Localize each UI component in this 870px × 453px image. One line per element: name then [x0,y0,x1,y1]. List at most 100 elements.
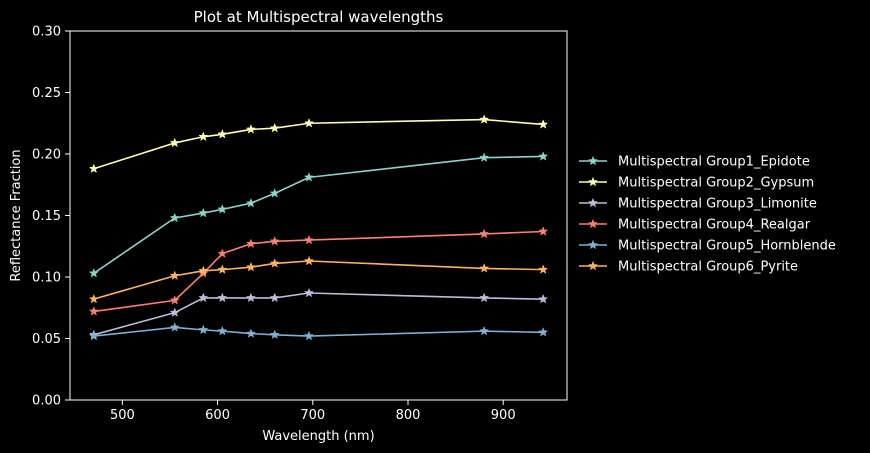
data-point [303,255,315,266]
legend-item: Multispectral Group5_Hornblende [579,239,836,254]
data-point [538,119,549,129]
data-point [269,236,280,246]
data-point [479,292,490,303]
y-tick-label: 0.15 [32,209,61,224]
data-point [217,248,228,258]
y-tick-label: 0.25 [32,86,61,101]
x-axis: 500 600 700 800 900 [110,400,516,423]
data-point [88,330,99,341]
data-point [303,172,315,182]
data-point [479,263,490,273]
data-point [169,270,180,281]
x-tick-label: 800 [396,408,421,423]
data-point [269,188,280,198]
data-point [198,207,209,218]
data-point [217,204,228,214]
series-6 [88,255,549,304]
plot-frame [69,30,568,401]
data-point [538,151,549,161]
series-2 [88,114,549,174]
data-point [538,293,549,304]
y-tick-label: 0.00 [32,394,61,409]
legend-marker [587,218,599,229]
data-point [169,322,180,332]
legend-item: Multispectral Group1_Epidote [579,155,810,170]
data-point [217,292,228,303]
legend-item: Multispectral Group4_Realgar [579,218,811,233]
legend: Multispectral Group1_Epidote Multispectra… [579,155,836,275]
data-point [269,292,280,303]
series-line [93,155,544,274]
data-point [269,329,280,340]
data-point [217,264,228,274]
data-point [245,124,256,134]
legend-label: Multispectral Group2_Gypsum [618,176,814,191]
data-point [538,264,549,274]
x-tick-label: 900 [491,408,516,423]
x-tick-label: 600 [205,408,230,423]
legend-label: Multispectral Group3_Limonite [618,197,817,212]
y-axis-label: Reflectance Fraction [9,149,24,281]
data-point [245,238,256,249]
data-point [88,163,99,174]
series-group [88,114,549,341]
data-point [88,293,99,304]
data-point [217,129,228,139]
data-point [269,122,280,133]
data-point [245,328,256,338]
data-point [479,152,490,162]
data-point [169,212,180,223]
data-point [198,265,209,276]
legend-marker [587,176,599,187]
x-axis-label: Wavelength (nm) [262,429,374,444]
x-tick-label: 700 [300,408,325,423]
data-point [245,292,256,303]
series-line [93,230,544,313]
data-point [169,137,180,148]
legend-label: Multispectral Group4_Realgar [618,218,811,233]
data-point [479,228,490,239]
data-point [169,307,180,317]
data-point [198,292,209,303]
series-line [93,326,544,337]
data-point [303,330,315,341]
series-1 [88,151,549,278]
data-point [88,267,99,278]
data-point [303,117,315,128]
plot-area [69,30,568,401]
data-point [303,287,315,298]
data-point [538,226,549,236]
data-point [479,114,490,124]
legend-marker [587,197,599,208]
data-point [169,295,180,305]
legend-item: Multispectral Group3_Limonite [579,197,817,212]
data-point [245,197,256,208]
legend-marker [587,239,599,250]
data-point [198,324,209,335]
legend-label: Multispectral Group5_Hornblende [618,239,836,254]
x-tick-label: 500 [110,408,135,423]
legend-label: Multispectral Group1_Epidote [618,155,810,170]
series-4 [88,226,549,316]
series-5 [88,322,549,341]
chart-title: Plot at Multispectral wavelengths [194,8,444,26]
y-axis: 0.00 0.05 0.10 0.15 0.20 0.25 0.30 [32,25,70,409]
data-point [303,234,315,245]
series-3 [88,287,549,340]
legend-marker [587,155,599,166]
data-point [217,325,228,336]
y-tick-label: 0.20 [32,148,61,163]
data-point [269,258,280,268]
y-tick-label: 0.05 [32,332,61,347]
legend-item: Multispectral Group6_Pyrite [579,260,798,275]
data-point [245,261,256,272]
legend-marker [587,260,599,271]
y-tick-label: 0.10 [32,271,61,286]
legend-item: Multispectral Group2_Gypsum [579,176,814,191]
data-point [538,327,549,337]
data-point [198,131,209,142]
y-tick-label: 0.30 [32,25,61,40]
legend-label: Multispectral Group6_Pyrite [618,260,798,275]
series-line [93,118,544,170]
